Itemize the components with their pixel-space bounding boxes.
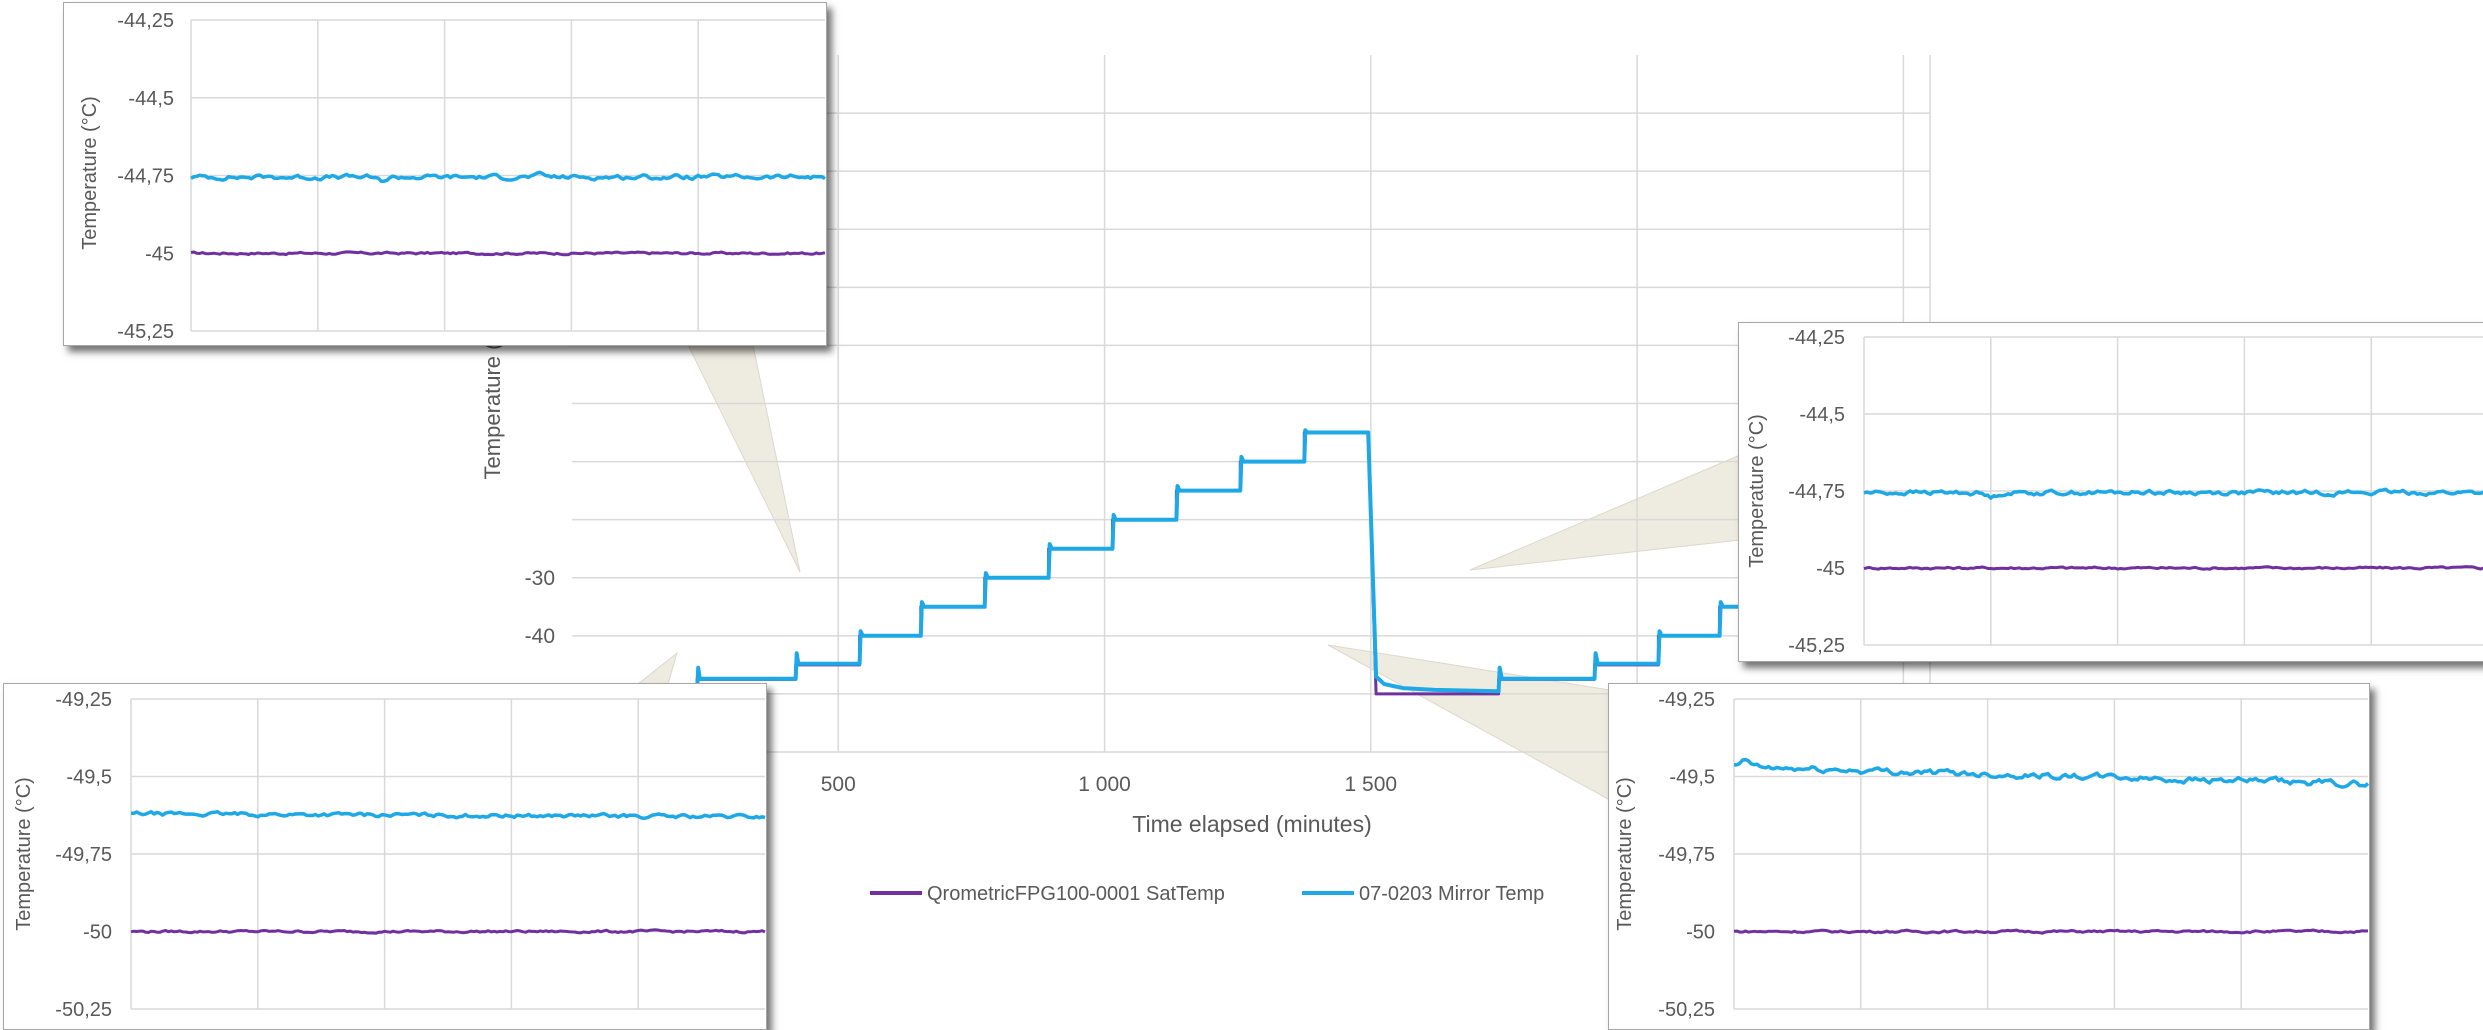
inset-y-tick-label: -44,75	[1788, 481, 1845, 503]
inset-y-axis-label: Temperature (°C)	[1746, 414, 1768, 568]
inset-series-line-mirror-temp	[190, 170, 826, 183]
inset-y-tick-label: -49,25	[55, 689, 112, 711]
main-x-tick-label: 1 500	[1345, 773, 1398, 796]
inset-y-tick-label: -44,25	[1788, 327, 1845, 349]
inset-y-tick-label: -49,5	[1669, 767, 1715, 789]
inset-y-tick-label: -50	[83, 922, 112, 944]
inset-series-line-mirror-temp	[130, 809, 766, 821]
main-y-tick-label: -30	[525, 567, 555, 590]
zoom-inset-bottom-left: -50,25 -50 -49,75 -49,5 -49,25 Temperature (…	[3, 683, 767, 1030]
main-x-tick-label: 1 000	[1078, 773, 1131, 796]
main-x-tick-label: 500	[821, 773, 856, 796]
legend-label-mirror: 07-0203 Mirror Temp	[1359, 883, 1544, 905]
inset-series-line-sat-temp	[1863, 565, 2483, 571]
inset-y-tick-label: -45	[145, 243, 174, 265]
inset-series-line-sat-temp	[190, 250, 826, 257]
zoom-inset-top-left: -45,25 -45 -44,75 -44,5 -44,25 Temperature (…	[63, 2, 827, 346]
inset-y-tick-label: -49,75	[55, 844, 112, 866]
inset-y-tick-label: -50	[1686, 922, 1715, 944]
inset-y-tick-label: -44,5	[1799, 404, 1845, 426]
inset-y-tick-label: -49,5	[66, 767, 112, 789]
inset-series-line-sat-temp	[1733, 928, 2369, 935]
inset-y-tick-label: -49,25	[1658, 689, 1715, 711]
inset-y-axis-label: Temperature (°C)	[13, 777, 35, 931]
inset-y-tick-label: -50,25	[1658, 999, 1715, 1021]
inset-y-tick-label: -44,75	[117, 166, 174, 188]
inset-y-tick-label: -50,25	[55, 999, 112, 1021]
main-y-tick-label: -40	[525, 625, 555, 648]
legend-label-sat: QrometricFPG100-0001 SatTemp	[927, 883, 1225, 905]
inset-y-tick-label: -45,25	[117, 321, 174, 343]
inset-y-tick-label: -45	[1816, 558, 1845, 580]
inset-y-axis-label: Temperature (°C)	[1614, 777, 1636, 931]
inset-y-tick-label: -45,25	[1788, 635, 1845, 657]
zoom-inset-mid-right: -45,25 -45 -44,75 -44,5 -44,25 Temperature (…	[1738, 322, 2483, 662]
inset-series-line-sat-temp	[130, 928, 766, 935]
inset-y-tick-label: -49,75	[1658, 844, 1715, 866]
main-x-axis-label: Time elapsed (minutes)	[1132, 811, 1371, 837]
inset-series-line-mirror-temp	[1863, 487, 2483, 500]
inset-series-line-mirror-temp	[1734, 757, 2369, 789]
inset-y-tick-label: -44,25	[117, 10, 174, 32]
inset-y-tick-label: -44,5	[128, 88, 174, 110]
legend: QrometricFPG100-0001 SatTemp 07-0203 Mir…	[870, 883, 1544, 905]
zoom-inset-bottom-right: -50,25 -50 -49,75 -49,5 -49,25 Temperature (…	[1608, 683, 2370, 1030]
inset-y-axis-label: Temperature (°C)	[79, 96, 101, 250]
